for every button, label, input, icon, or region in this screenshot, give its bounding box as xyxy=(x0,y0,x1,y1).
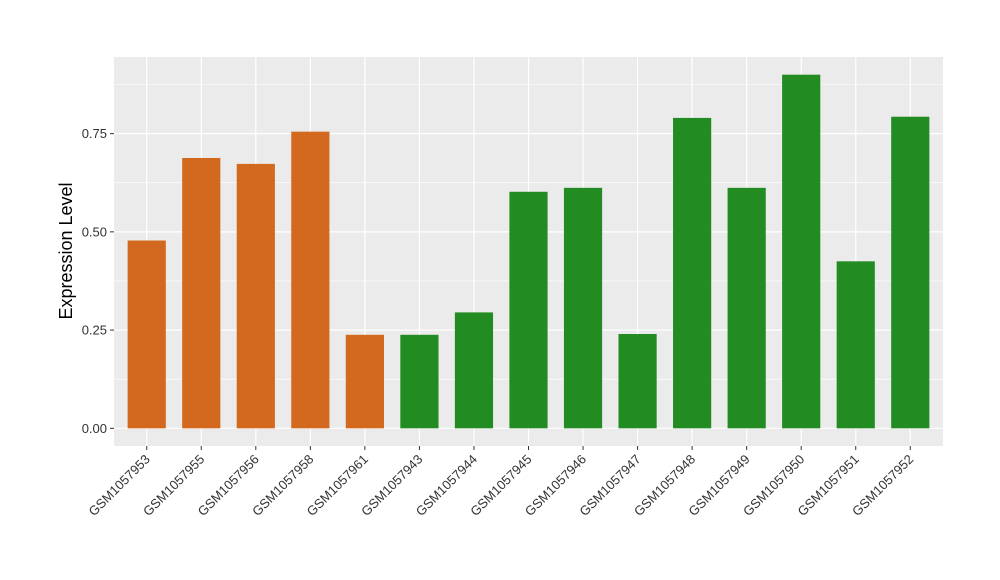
bar-GSM1057958 xyxy=(291,131,330,429)
y-axis-title: Expression Level xyxy=(56,182,76,319)
y-tick-label: 0.75 xyxy=(82,126,107,141)
bar-GSM1057953 xyxy=(127,240,166,429)
bar-GSM1057951 xyxy=(836,261,875,429)
bar-GSM1057950 xyxy=(782,74,821,429)
bar-GSM1057948 xyxy=(673,117,712,429)
bars xyxy=(127,74,930,429)
bar-GSM1057947 xyxy=(618,334,657,429)
bar-GSM1057955 xyxy=(182,157,221,429)
y-tick-label: 0.00 xyxy=(82,421,107,436)
bar-GSM1057943 xyxy=(400,334,439,429)
bar-GSM1057944 xyxy=(454,312,494,429)
bar-GSM1057949 xyxy=(727,187,766,429)
bar-GSM1057952 xyxy=(891,116,930,429)
bar-GSM1057961 xyxy=(345,334,384,429)
y-tick-label: 0.50 xyxy=(82,224,107,239)
x-axis: GSM1057953GSM1057955GSM1057956GSM1057958… xyxy=(86,446,916,519)
y-tick-label: 0.25 xyxy=(82,323,107,338)
y-axis: 0.00 0.25 0.50 0.75 xyxy=(82,126,114,436)
bar-GSM1057956 xyxy=(236,163,275,429)
bar-GSM1057945 xyxy=(509,191,548,429)
bar-GSM1057946 xyxy=(563,187,603,429)
